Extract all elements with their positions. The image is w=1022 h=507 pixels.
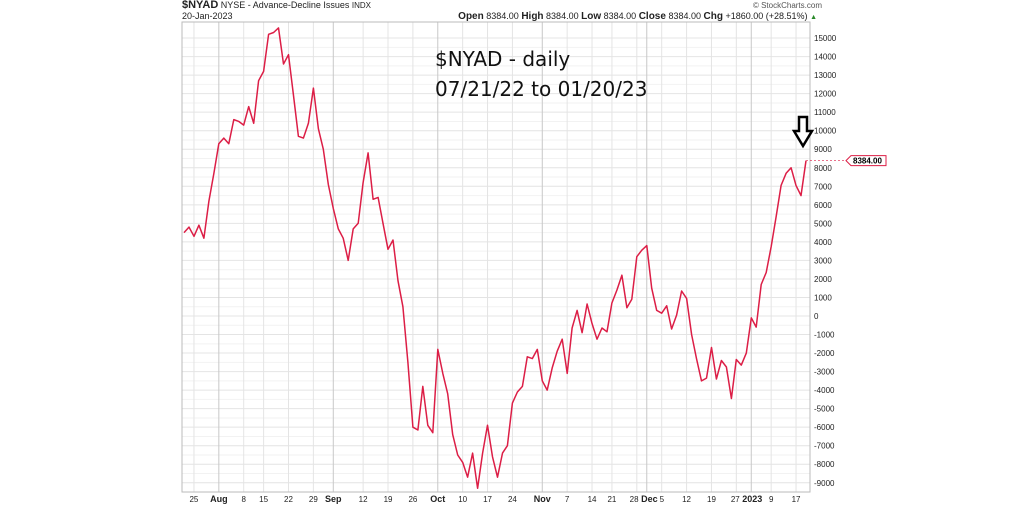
chg-label: Chg (703, 11, 723, 22)
y-tick-label: 2000 (814, 275, 832, 284)
x-tick-label: 24 (508, 495, 517, 504)
y-tick-label: -1000 (814, 331, 835, 340)
x-tick-label: 25 (189, 495, 198, 504)
y-tick-label: 12000 (814, 90, 837, 99)
x-tick-label: 14 (588, 495, 597, 504)
last-value-label: 8384.00 (853, 157, 882, 166)
x-tick-label: 28 (630, 495, 639, 504)
x-tick-label: 17 (792, 495, 801, 504)
y-tick-label: 14000 (814, 53, 837, 62)
x-tick-label: 5 (660, 495, 665, 504)
x-tick-label: 19 (384, 495, 393, 504)
open-value: 8384.00 (486, 11, 519, 21)
close-value: 8384.00 (668, 11, 701, 21)
x-tick-label: Oct (430, 494, 445, 504)
y-tick-label: -5000 (814, 405, 835, 414)
high-value: 8384.00 (546, 11, 579, 21)
series-line-nyad (183, 27, 807, 490)
open-label: Open (458, 11, 484, 22)
x-tick-label: 12 (682, 495, 691, 504)
low-label: Low (581, 11, 602, 22)
x-tick-label: Dec (641, 494, 658, 504)
x-tick-label: Nov (534, 494, 551, 504)
y-tick-label: 7000 (814, 182, 832, 191)
x-tick-label: 8 (241, 495, 246, 504)
plot-border (181, 21, 811, 493)
x-tick-label: 7 (565, 495, 570, 504)
chart-date: 20-Jan-2023 (182, 11, 233, 21)
y-tick-label: -8000 (814, 460, 835, 469)
annotation-line2: 07/21/22 to 01/20/23 (435, 77, 648, 101)
x-tick-label: 26 (408, 495, 417, 504)
y-tick-label: -7000 (814, 442, 835, 451)
ohlc-readout: Open 8384.00 High 8384.00 Low 8384.00 Cl… (458, 11, 817, 23)
x-tick-label: 21 (607, 495, 616, 504)
high-label: High (521, 11, 544, 22)
exchange: INDX (351, 1, 371, 10)
symbol-name: NYSE - Advance-Decline Issues (220, 0, 350, 10)
y-tick-label: -3000 (814, 368, 835, 377)
y-tick-label: 15000 (814, 34, 837, 43)
x-tick-label: 17 (483, 495, 492, 504)
annotation-line1: $NYAD - daily (435, 47, 571, 71)
y-tick-label: 3000 (814, 256, 832, 265)
x-tick-label: 27 (731, 495, 740, 504)
y-tick-label: 5000 (814, 219, 832, 228)
x-tick-label: 22 (284, 495, 293, 504)
x-tick-label: 15 (259, 495, 268, 504)
x-tick-label: 2023 (742, 494, 762, 504)
copyright: © StockCharts.com (752, 1, 822, 10)
down-arrow-icon (791, 115, 815, 149)
y-tick-label: -2000 (814, 349, 835, 358)
chart-annotation: $NYAD - daily 07/21/22 to 01/20/23 (435, 44, 647, 104)
y-tick-label: 10000 (814, 127, 837, 136)
last-value-tag (845, 155, 887, 167)
close-label: Close (638, 11, 666, 22)
y-tick-label: 9000 (814, 145, 832, 154)
y-tick-label: 4000 (814, 238, 832, 247)
x-tick-label: 9 (769, 495, 774, 504)
chart-title: $NYAD NYSE - Advance-Decline Issues INDX (182, 0, 371, 11)
y-tick-label: 6000 (814, 201, 832, 210)
x-tick-label: 19 (707, 495, 716, 504)
y-tick-label: 11000 (814, 108, 836, 117)
x-tick-label: 12 (359, 495, 368, 504)
x-tick-label: Aug (210, 494, 228, 504)
x-tick-label: 10 (458, 495, 467, 504)
y-tick-label: 8000 (814, 164, 832, 173)
low-value: 8384.00 (603, 11, 637, 21)
y-tick-label: 1000 (814, 293, 832, 302)
y-tick-label: -9000 (814, 479, 835, 488)
y-tick-label: 13000 (814, 71, 837, 80)
chg-value: +1860.00 (+28.51%) (725, 11, 808, 21)
y-tick-label: -4000 (814, 386, 835, 395)
x-tick-label: Sep (325, 494, 342, 504)
up-arrow-icon: ▲ (810, 14, 817, 21)
x-tick-label: 29 (309, 495, 318, 504)
y-tick-label: 0 (814, 312, 819, 321)
y-tick-label: -6000 (814, 423, 835, 432)
symbol: $NYAD (182, 0, 219, 11)
